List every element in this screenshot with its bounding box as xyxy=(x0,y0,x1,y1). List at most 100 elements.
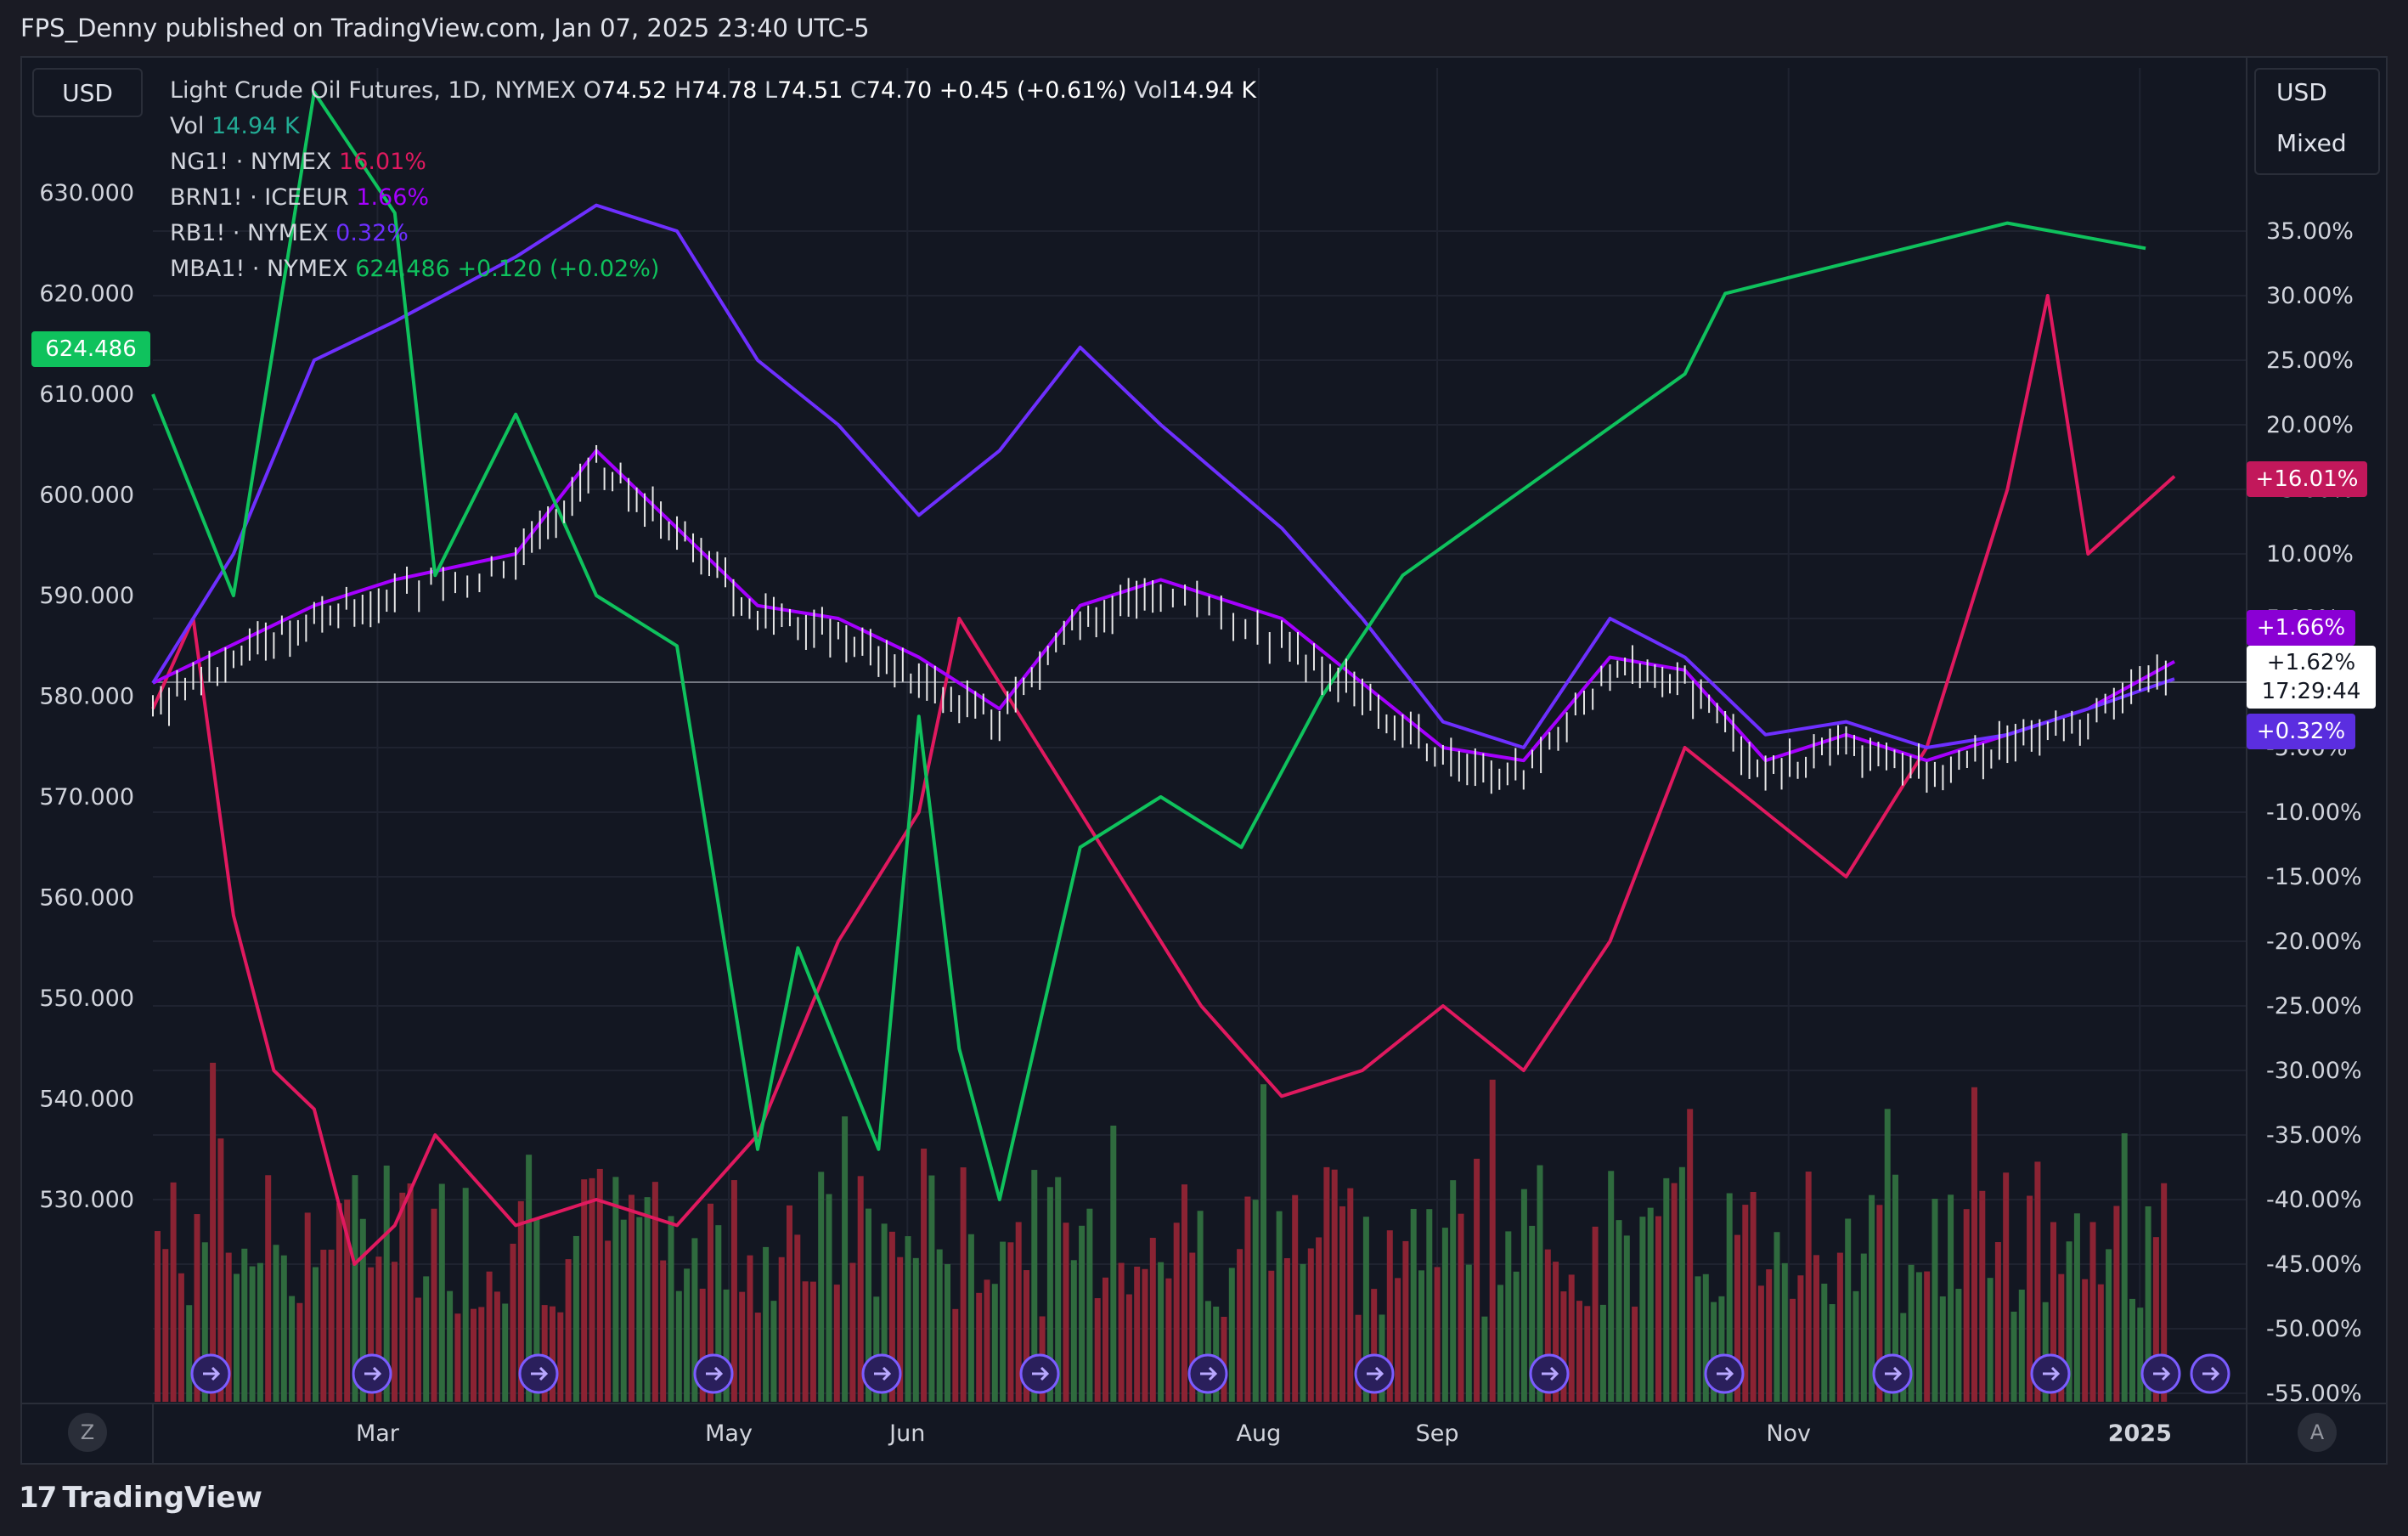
volume-bar xyxy=(1757,1285,1764,1402)
volume-bar xyxy=(1939,1296,1946,1402)
volume-bars xyxy=(155,1062,2168,1402)
volume-bar xyxy=(414,1297,421,1402)
volume-bar xyxy=(510,1243,516,1402)
volume-bar xyxy=(897,1256,904,1402)
volume-bar xyxy=(1963,1209,1970,1402)
legend-low: 74.51 xyxy=(777,77,843,104)
volume-bar xyxy=(1821,1283,1828,1402)
volume-bar xyxy=(1386,1230,1393,1402)
volume-bar xyxy=(787,1205,792,1402)
legend-main[interactable]: Light Crude Oil Futures, 1D, NYMEX O74.5… xyxy=(170,77,1257,104)
volume-bar xyxy=(517,1200,524,1402)
volume-bar xyxy=(723,1289,730,1402)
volume-bar xyxy=(1774,1232,1780,1402)
ng-price-tag: +16.01% xyxy=(2247,461,2367,497)
right-scale-settings[interactable]: USD Mixed xyxy=(2254,68,2380,175)
volume-bar xyxy=(1560,1291,1567,1402)
zoom-toggle-z[interactable]: Z xyxy=(68,1413,107,1452)
main-price-pct: +1.62% xyxy=(2266,650,2356,675)
legend-vol[interactable]: Vol 14.94 K xyxy=(170,113,300,139)
volume-bar xyxy=(155,1231,161,1402)
volume-bar xyxy=(605,1240,612,1402)
volume-bar xyxy=(2027,1195,2033,1402)
volume-bar xyxy=(289,1296,296,1402)
volume-bar xyxy=(1221,1316,1227,1402)
volume-bar xyxy=(1687,1109,1694,1402)
volume-bar xyxy=(730,1180,737,1402)
volume-bar xyxy=(431,1208,437,1402)
left-tick-label: 600.000 xyxy=(39,483,134,509)
volume-bar xyxy=(1537,1165,1543,1402)
volume-bar xyxy=(1118,1262,1125,1402)
left-currency-button[interactable]: USD xyxy=(32,68,143,117)
volume-bar xyxy=(936,1249,943,1402)
legend-mba[interactable]: MBA1! · NYMEX 624.486 +0.120 (+0.02%) xyxy=(170,256,660,282)
volume-bar xyxy=(1000,1241,1007,1402)
volume-bar xyxy=(2121,1132,2128,1402)
volume-bar xyxy=(2050,1222,2056,1402)
right-tick-label: -10.00% xyxy=(2266,799,2362,826)
volume-bar xyxy=(1410,1208,1417,1402)
legend: Light Crude Oil Futures, 1D, NYMEX O74.5… xyxy=(170,73,1256,287)
tradingview-logo[interactable]: 17 TradingView xyxy=(19,1481,262,1515)
volume-bar xyxy=(383,1165,390,1402)
legend-brn[interactable]: BRN1! · ICEEUR 1.66% xyxy=(170,184,430,211)
left-price-tag: 624.486 xyxy=(31,331,150,367)
volume-bar xyxy=(888,1231,895,1402)
right-tick-label: -25.00% xyxy=(2266,993,2362,1019)
volume-bar xyxy=(368,1267,375,1402)
volume-bar xyxy=(976,1292,983,1402)
volume-bar xyxy=(257,1262,263,1402)
legend-rb[interactable]: RB1! · NYMEX 0.32% xyxy=(170,220,409,246)
volume-bar xyxy=(336,1203,342,1402)
volume-bar xyxy=(1742,1205,1749,1402)
volume-bar xyxy=(194,1214,200,1402)
volume-bar xyxy=(454,1313,461,1402)
volume-bar xyxy=(1790,1298,1796,1402)
volume-bar xyxy=(1189,1252,1196,1402)
volume-bar xyxy=(1252,1200,1259,1402)
volume-bar xyxy=(217,1138,224,1402)
right-tick-label: 20.00% xyxy=(2266,412,2354,438)
volume-bar xyxy=(612,1177,619,1402)
volume-bar xyxy=(162,1249,169,1402)
volume-bar xyxy=(565,1259,572,1402)
auto-scale-a[interactable]: A xyxy=(2298,1413,2337,1452)
volume-bar xyxy=(1663,1177,1670,1402)
right-currency-label[interactable]: USD xyxy=(2276,78,2327,106)
volume-bar xyxy=(1955,1289,1962,1402)
volume-bar xyxy=(2018,1290,2025,1402)
volume-bar xyxy=(905,1236,911,1402)
volume-bar xyxy=(1102,1277,1108,1402)
volume-bar xyxy=(1623,1235,1630,1402)
volume-bar xyxy=(486,1271,493,1402)
right-scale-mode[interactable]: Mixed xyxy=(2276,129,2347,157)
volume-bar xyxy=(1781,1262,1788,1402)
x-tick-label: 2025 xyxy=(2108,1420,2172,1447)
volume-bar xyxy=(1276,1211,1283,1402)
volume-bar xyxy=(1908,1264,1915,1402)
publisher-line: FPS_Denny published on TradingView.com, … xyxy=(20,14,870,42)
volume-bar xyxy=(1497,1285,1503,1402)
volume-bar xyxy=(2129,1298,2135,1402)
volume-bar xyxy=(1450,1180,1457,1402)
legend-ng[interactable]: NG1! · NYMEX 16.01% xyxy=(170,149,426,175)
volume-bar xyxy=(344,1200,351,1402)
volume-bar xyxy=(1300,1263,1306,1402)
volume-bar xyxy=(928,1175,935,1402)
x-tick-label: Jun xyxy=(888,1420,925,1447)
rollover-event-icon xyxy=(1704,1353,1745,1394)
volume-bar xyxy=(1766,1269,1773,1402)
volume-bar xyxy=(557,1312,564,1402)
legend-high: 74.78 xyxy=(691,77,758,104)
volume-bar xyxy=(1292,1194,1299,1402)
volume-bar xyxy=(471,1308,477,1402)
volume-bar xyxy=(392,1262,398,1402)
rb-line xyxy=(151,203,2175,749)
volume-bar xyxy=(1339,1206,1345,1402)
right-tick-label: -30.00% xyxy=(2266,1058,2362,1084)
volume-bar xyxy=(1860,1253,1867,1402)
volume-bar xyxy=(1165,1278,1172,1402)
volume-bar xyxy=(881,1223,888,1402)
